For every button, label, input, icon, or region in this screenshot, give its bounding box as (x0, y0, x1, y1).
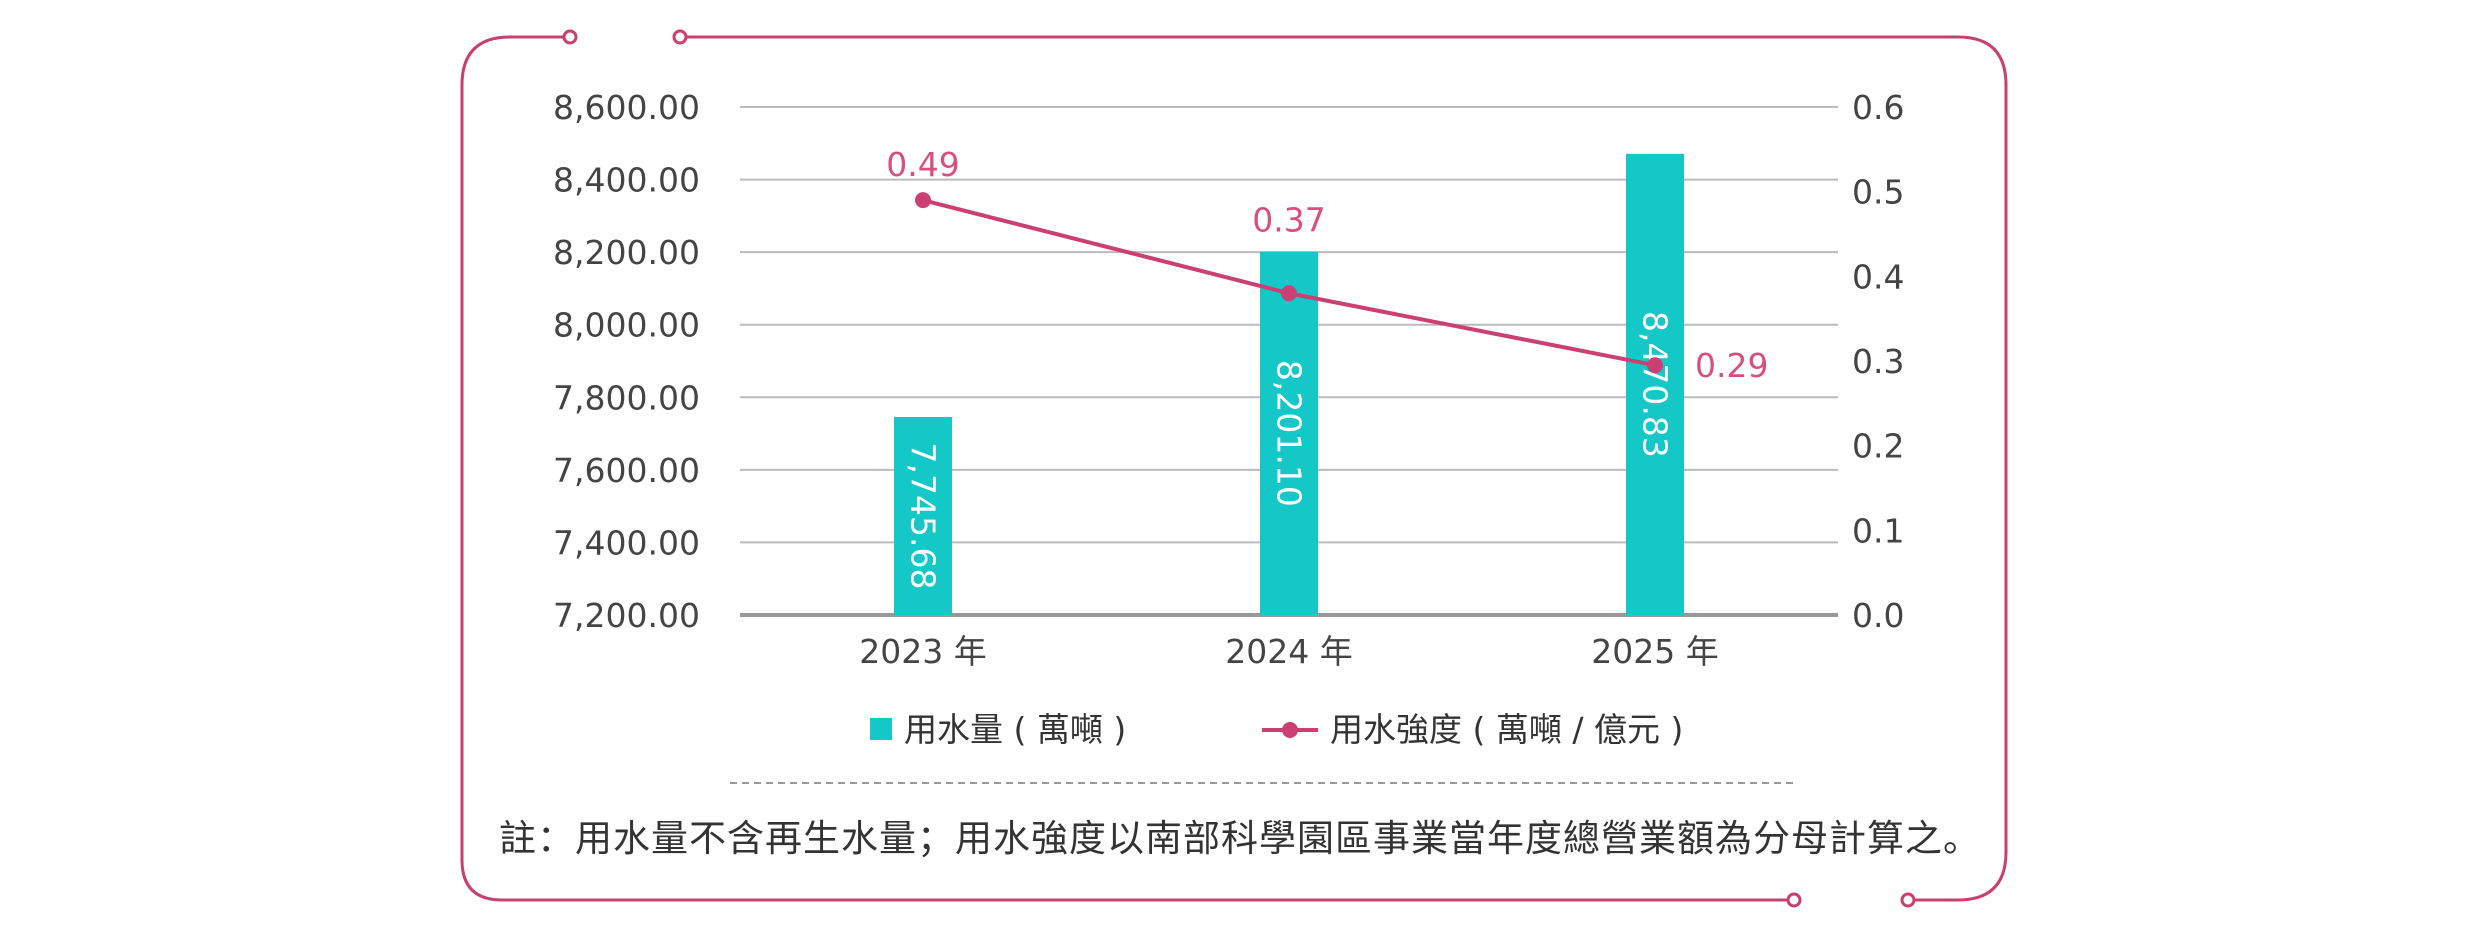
y-right-tick-label: 0.0 (1852, 596, 1904, 635)
bar (1260, 251, 1318, 615)
frame-border (684, 35, 2008, 902)
intensity-point (1281, 285, 1297, 302)
x-tick-label: 2025 年 (1591, 632, 1718, 671)
intensity-point (915, 192, 931, 209)
frame-node (1786, 892, 1802, 908)
bar-value-label: 8,470.83 (1636, 311, 1675, 458)
bar (894, 416, 952, 615)
legend-line-label: 用水強度 ( 萬噸 / 億元 ) (1330, 710, 1683, 749)
chart-note: 註：用水量不含再生水量；用水強度以南部科學園區事業當年度總營業額為分母計算之。 (499, 817, 1981, 860)
y-right-tick-label: 0.6 (1852, 88, 1904, 127)
legend-bar-label: 用水量 ( 萬噸 ) (904, 710, 1126, 749)
bar (1626, 153, 1684, 616)
frame-node (1900, 892, 1916, 908)
intensity-point (1647, 357, 1663, 374)
y-left-tick-label: 8,400.00 (553, 161, 700, 200)
y-left-tick-label: 8,000.00 (553, 306, 700, 345)
frame-node (562, 29, 578, 45)
frame-node (672, 29, 688, 45)
x-tick-label: 2023 年 (859, 632, 986, 671)
x-tick-label: 2024 年 (1225, 632, 1352, 671)
y-left-tick-label: 7,800.00 (553, 378, 700, 417)
y-right-tick-label: 0.2 (1852, 427, 1904, 466)
legend-bar-swatch (870, 718, 892, 740)
y-right-tick-label: 0.1 (1852, 511, 1904, 550)
y-right-tick-label: 0.3 (1852, 342, 1904, 381)
y-left-tick-label: 8,600.00 (553, 88, 700, 127)
y-right-tick-label: 0.4 (1852, 257, 1904, 296)
intensity-value-label: 0.29 (1695, 346, 1768, 385)
y-left-tick-label: 7,600.00 (553, 451, 700, 490)
intensity-value-label: 0.49 (886, 145, 959, 184)
y-left-tick-label: 7,400.00 (553, 523, 700, 562)
bar-value-label: 8,201.10 (1270, 360, 1309, 507)
intensity-value-label: 0.37 (1252, 200, 1325, 239)
bar-value-label: 7,745.68 (904, 443, 943, 590)
y-left-tick-label: 8,200.00 (553, 233, 700, 272)
y-left-tick-label: 7,200.00 (553, 596, 700, 635)
y-right-tick-label: 0.5 (1852, 173, 1904, 212)
frame-border (460, 35, 1790, 902)
legend-line-marker (1282, 722, 1298, 738)
